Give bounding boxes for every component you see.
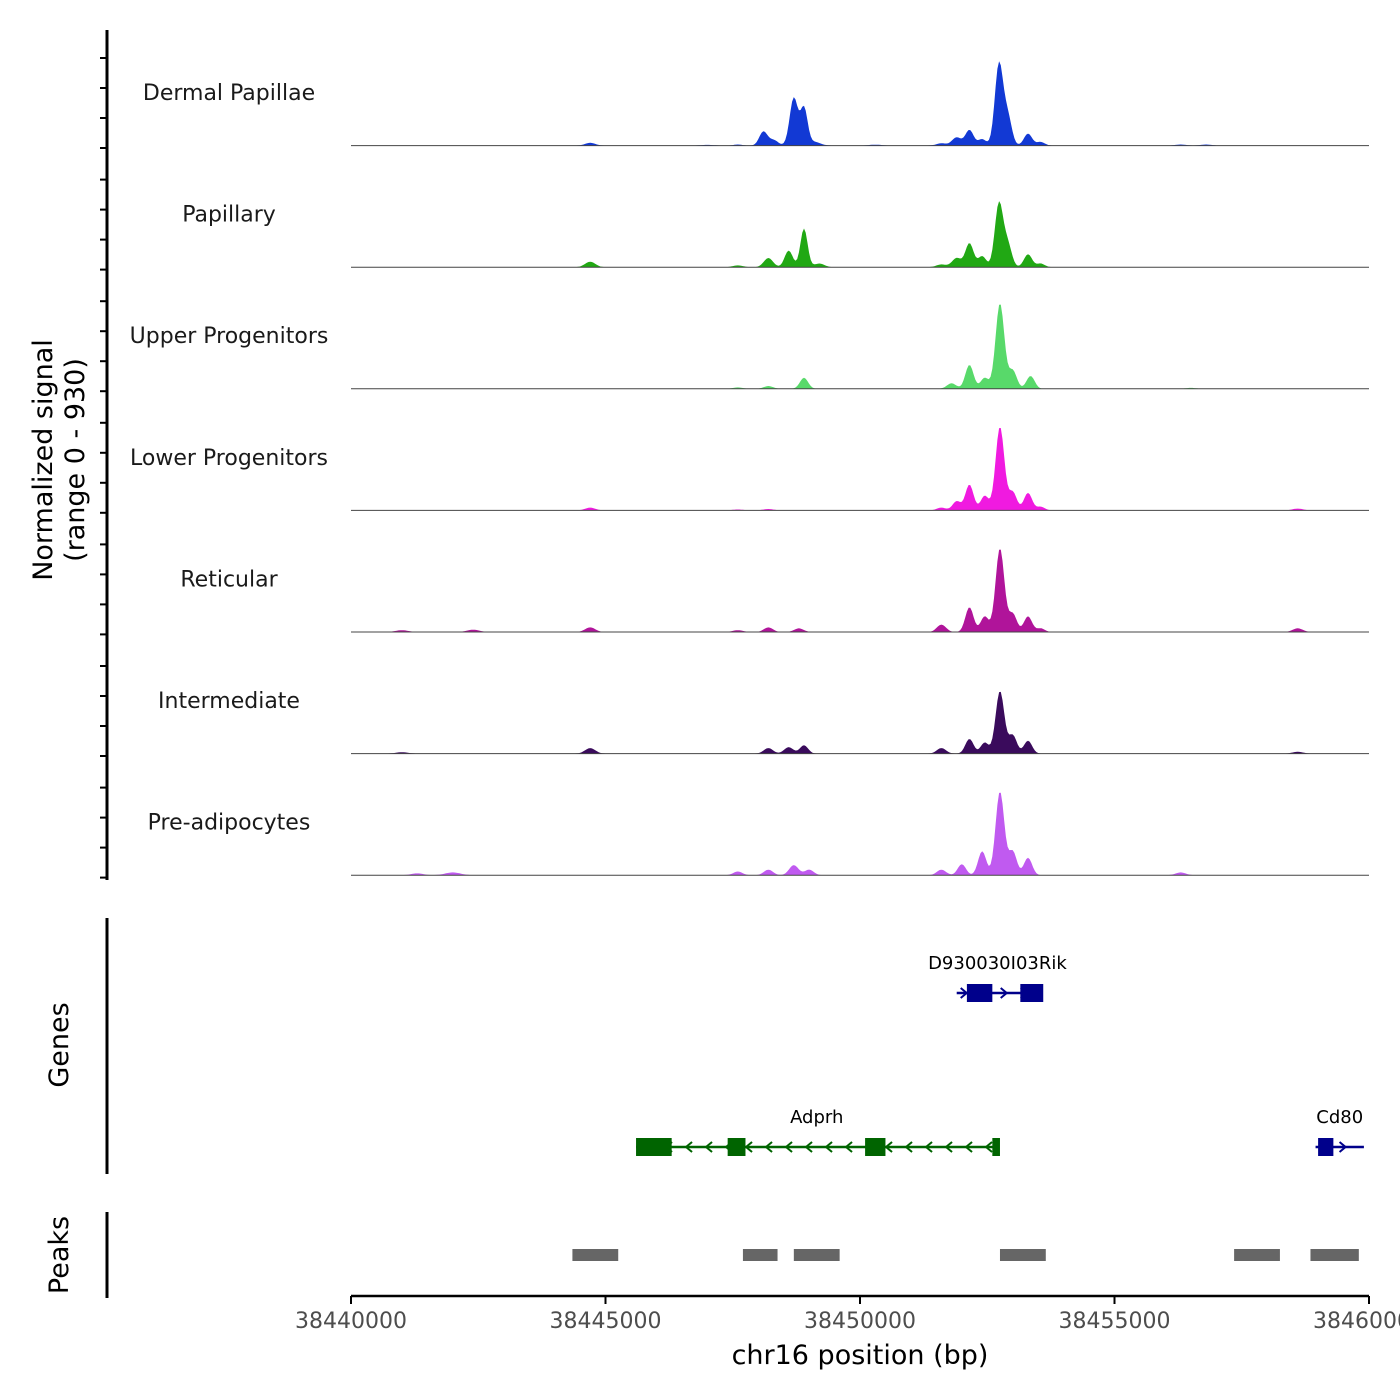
- x-tick-label: 38460000: [1313, 1309, 1400, 1334]
- strand-arrow: [844, 1141, 853, 1153]
- track-label: Pre-adipocytes: [148, 811, 311, 836]
- genes-track: D930030I03Rik Adprh Cd80: [636, 953, 1364, 1156]
- strand-arrow: [804, 1141, 813, 1153]
- gene-label: Adprh: [790, 1107, 843, 1128]
- x-tick-label: 38445000: [550, 1309, 662, 1334]
- gene-adprh: Adprh: [636, 1107, 1000, 1156]
- track-label: Lower Progenitors: [130, 446, 328, 471]
- gene-label: Cd80: [1316, 1107, 1363, 1128]
- strand-arrow: [704, 1141, 713, 1153]
- gene-label: D930030I03Rik: [928, 953, 1067, 974]
- gene-cd80: Cd80: [1315, 1107, 1364, 1156]
- strand-arrow: [784, 1141, 793, 1153]
- exon: [992, 1138, 1000, 1156]
- track-lower-progenitors: Lower Progenitors: [130, 428, 1369, 511]
- signal-area: [351, 691, 1369, 754]
- peak-region: [999, 1249, 1046, 1261]
- strand-arrow: [764, 1141, 773, 1153]
- exon: [636, 1138, 672, 1156]
- track-dermal-papillae: Dermal Papillae: [143, 61, 1369, 147]
- signal-area: [351, 61, 1369, 146]
- track-label: Upper Progenitors: [130, 324, 329, 349]
- track-upper-progenitors: Upper Progenitors: [130, 304, 1369, 390]
- peak-region: [742, 1249, 778, 1261]
- peak-region: [1234, 1249, 1280, 1261]
- strand-arrow: [904, 1141, 913, 1153]
- signal-area: [351, 428, 1369, 511]
- peaks-track: [572, 1249, 1359, 1261]
- x-tick-label: 38440000: [295, 1309, 407, 1334]
- exon: [966, 984, 993, 1002]
- exon: [1318, 1138, 1334, 1156]
- coverage-tracks: Dermal Papillae Papillary Upper Progenitor…: [130, 61, 1369, 876]
- peak-region: [1310, 1249, 1359, 1261]
- track-label: Intermediate: [158, 689, 300, 714]
- strand-arrow: [924, 1141, 933, 1153]
- signal-area: [351, 304, 1369, 389]
- strand-arrow: [960, 987, 969, 999]
- y-axis-title: Normalized signal: [28, 339, 59, 581]
- peaks-track-label: Peaks: [44, 1216, 75, 1294]
- track-label: Papillary: [182, 203, 276, 228]
- y-axis-subtitle: (range 0 - 930): [60, 358, 91, 562]
- strand-arrow: [884, 1141, 893, 1153]
- track-intermediate: Intermediate: [158, 689, 1369, 755]
- strand-arrow: [684, 1141, 693, 1153]
- track-label: Dermal Papillae: [143, 81, 315, 106]
- exon: [727, 1138, 746, 1156]
- strand-arrow: [744, 1141, 753, 1153]
- x-tick-label: 38450000: [804, 1309, 916, 1334]
- exon: [1020, 984, 1044, 1002]
- track-label: Reticular: [180, 567, 278, 592]
- genes-track-label: Genes: [44, 1002, 75, 1087]
- strand-arrow: [824, 1141, 833, 1153]
- strand-arrow: [984, 1141, 993, 1153]
- gene-d930030i03rik: D930030I03Rik: [928, 953, 1067, 1002]
- strand-arrow: [1338, 1141, 1348, 1153]
- strand-arrow: [964, 1141, 973, 1153]
- signal-area: [351, 549, 1369, 632]
- peak-region: [572, 1249, 619, 1261]
- x-axis-title: chr16 position (bp): [732, 1340, 989, 1371]
- strand-arrow: [944, 1141, 953, 1153]
- track-reticular: Reticular: [180, 549, 1369, 633]
- x-tick-label: 38455000: [1059, 1309, 1171, 1334]
- peak-region: [793, 1249, 840, 1261]
- strand-arrow: [1000, 987, 1009, 999]
- track-papillary: Papillary: [182, 201, 1369, 268]
- y-axis-ticks: [100, 57, 107, 879]
- signal-area: [351, 201, 1369, 268]
- x-axis-ticks: 38440000 38445000 38450000 38455000 38460000: [295, 1296, 1400, 1334]
- exon: [865, 1138, 886, 1156]
- signal-area: [351, 792, 1369, 876]
- track-pre-adipocytes: Pre-adipocytes: [148, 792, 1369, 876]
